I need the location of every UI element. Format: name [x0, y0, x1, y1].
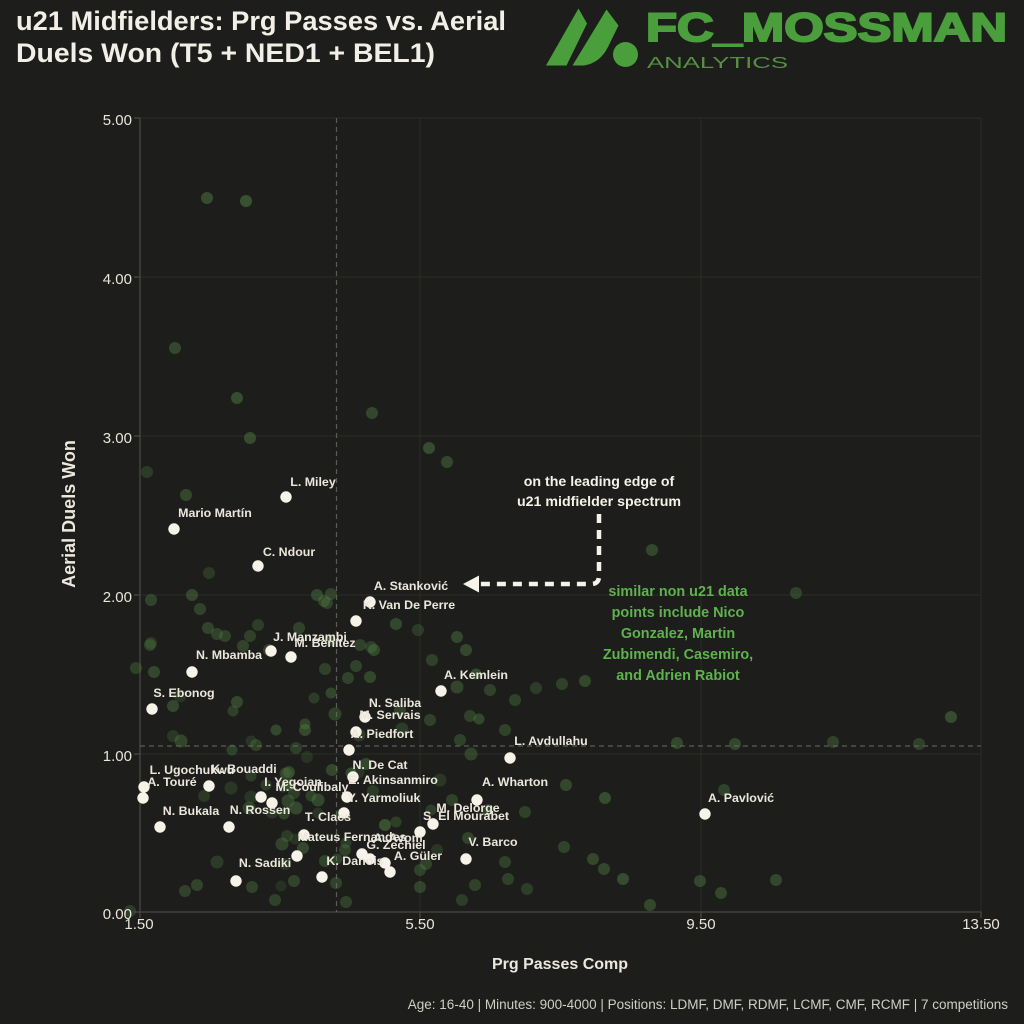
svg-text:N. Bukala: N. Bukala [163, 804, 220, 818]
svg-text:M. Delorge: M. Delorge [436, 801, 499, 815]
svg-text:points include Nico: points include Nico [612, 605, 745, 621]
svg-text:1.50: 1.50 [124, 916, 153, 933]
svg-text:M. Benítez: M. Benítez [294, 636, 355, 650]
svg-text:Mario Martín: Mario Martín [178, 506, 252, 520]
svg-text:A. Wharton: A. Wharton [482, 775, 548, 789]
svg-text:A. Avom: A. Avom [373, 831, 422, 845]
svg-text:N. Saliba: N. Saliba [369, 696, 421, 710]
svg-text:S. El Mourabet: S. El Mourabet [423, 809, 509, 823]
svg-text:0.00: 0.00 [103, 906, 132, 923]
svg-text:E. Akinsanmiro: E. Akinsanmiro [348, 773, 438, 787]
svg-text:similar non u21 data: similar non u21 data [608, 584, 748, 600]
svg-text:M. Coulibaly: M. Coulibaly [276, 780, 349, 794]
svg-text:J. Manzambi: J. Manzambi [273, 630, 347, 644]
svg-text:3.00: 3.00 [103, 430, 132, 447]
svg-text:1.00: 1.00 [103, 748, 132, 765]
svg-text:Duels Won (T5 + NED1 + BEL1): Duels Won (T5 + NED1 + BEL1) [16, 38, 435, 68]
svg-text:A. Kemlein: A. Kemlein [444, 668, 508, 682]
svg-text:N. De Cat: N. De Cat [352, 758, 407, 772]
svg-text:K. Bouaddi: K. Bouaddi [211, 762, 276, 776]
svg-text:and Adrien Rabiot: and Adrien Rabiot [616, 668, 740, 684]
svg-text:A. Pavlović: A. Pavlović [708, 791, 774, 805]
svg-text:Gonzalez, Martin: Gonzalez, Martin [621, 626, 735, 642]
svg-text:V. Barco: V. Barco [468, 835, 518, 849]
svg-text:A. Piedfort: A. Piedfort [351, 727, 414, 741]
svg-text:9.50: 9.50 [686, 916, 715, 933]
svg-text:u21 midfielder spectrum: u21 midfielder spectrum [517, 494, 681, 510]
svg-text:A. Güler: A. Güler [394, 849, 442, 863]
svg-text:4.00: 4.00 [103, 271, 132, 288]
svg-text:M. Servais: M. Servais [359, 708, 420, 722]
svg-text:L. Ugochukwu: L. Ugochukwu [150, 763, 235, 777]
svg-text:K. Danois: K. Danois [326, 854, 383, 868]
svg-text:Zubimendi, Casemiro,: Zubimendi, Casemiro, [603, 647, 753, 663]
svg-text:13.50: 13.50 [962, 916, 1000, 933]
svg-text:A. Touré: A. Touré [147, 775, 196, 789]
svg-text:K. Van De Perre: K. Van De Perre [363, 598, 455, 612]
svg-text:L. Miley: L. Miley [290, 475, 336, 489]
svg-text:on the leading edge of: on the leading edge of [524, 474, 675, 490]
svg-text:G. Zechiel: G. Zechiel [366, 838, 425, 852]
svg-text:5.00: 5.00 [103, 112, 132, 129]
svg-text:5.50: 5.50 [405, 916, 434, 933]
svg-text:I. Yegoian: I. Yegoian [264, 775, 322, 789]
svg-text:Aerial Duels Won: Aerial Duels Won [59, 440, 79, 588]
svg-text:N. Mbamba: N. Mbamba [196, 648, 262, 662]
svg-text:S. Ebonog: S. Ebonog [153, 686, 214, 700]
svg-text:L. Avdullahu: L. Avdullahu [514, 734, 587, 748]
svg-text:Prg Passes Comp: Prg Passes Comp [492, 956, 628, 973]
svg-text:N. Rossen: N. Rossen [230, 803, 291, 817]
svg-text:Age: 16-40 | Minutes: 900-4000: Age: 16-40 | Minutes: 900-4000 | Positio… [408, 997, 1008, 1012]
svg-text:Y. Yarmoliuk: Y. Yarmoliuk [348, 791, 421, 805]
svg-text:FC_MOSSMAN: FC_MOSSMAN [646, 6, 1007, 50]
svg-text:A. Stanković: A. Stanković [374, 579, 448, 593]
svg-text:T. Claes: T. Claes [305, 810, 351, 824]
svg-text:ANALYTICS: ANALYTICS [647, 55, 788, 72]
svg-text:u21 Midfielders: Prg Passes vs: u21 Midfielders: Prg Passes vs. Aerial [16, 6, 506, 36]
svg-text:C. Ndour: C. Ndour [263, 545, 315, 559]
svg-text:2.00: 2.00 [103, 589, 132, 606]
svg-text:Mateus Fernandes: Mateus Fernandes [298, 830, 407, 844]
svg-text:N. Sadiki: N. Sadiki [239, 856, 291, 870]
